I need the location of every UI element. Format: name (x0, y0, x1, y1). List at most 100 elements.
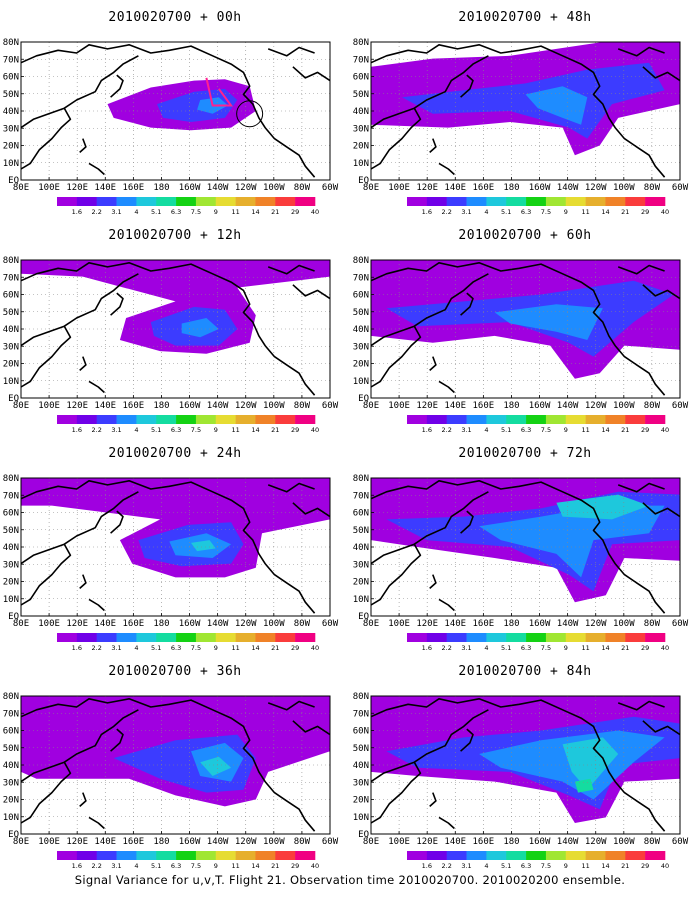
colorbar-swatch (215, 197, 236, 206)
panel-title: 2010020700 + 72h (458, 446, 592, 461)
longitude-label: 140W (207, 401, 229, 411)
variance-shading (371, 260, 680, 379)
coastline (642, 502, 680, 518)
longitude-label: 140E (94, 183, 116, 193)
coastline (617, 46, 665, 57)
latitude-label: 60N (3, 291, 19, 301)
latitude-label: EQ (358, 176, 369, 186)
colorbar-swatch (156, 851, 177, 860)
latitude-label: 10N (3, 595, 19, 605)
coastline (371, 479, 666, 614)
coastlines (371, 479, 680, 614)
colorbar-label: 21 (621, 208, 629, 216)
panel-title: 2010020700 + 24h (108, 446, 242, 461)
colorbar-label: 4 (484, 644, 488, 652)
colorbar-swatch (255, 633, 276, 642)
coastline (79, 356, 87, 371)
colorbar-label: 1.6 (72, 644, 82, 652)
colorbar-label: 4 (484, 862, 488, 870)
colorbar-swatch (506, 415, 527, 424)
coastline (429, 138, 437, 153)
longitude-label: 60W (672, 837, 689, 847)
colorbar-swatch (526, 633, 547, 642)
colorbar-swatch (585, 851, 606, 860)
map-panel-72h: 2010020700 + 72h 80N 70N 60N 50N 40N 30N 20N 10… (350, 436, 700, 652)
longitude-label: 60W (672, 619, 689, 629)
colorbar: 1.6 2.2 3.1 4 5.1 6.3 7.5 9 11 14 21 29 40 (57, 851, 319, 870)
longitude-label: 120W (585, 183, 607, 193)
coastline (642, 284, 680, 300)
coastline (110, 292, 124, 316)
coastline (21, 273, 139, 347)
longitude-label: 120E (416, 183, 438, 193)
colorbar-label: 11 (581, 426, 589, 434)
latitude-label: 80N (3, 474, 19, 484)
colorbar-swatch (545, 197, 567, 206)
longitude-label: 100E (388, 183, 410, 193)
colorbar-swatch (625, 633, 646, 642)
colorbar-label: 1.6 (422, 426, 432, 434)
latitude-label: 50N (353, 308, 369, 318)
latitude-label: EQ (8, 394, 19, 404)
colorbar-label: 11 (581, 208, 589, 216)
coastline (267, 700, 315, 711)
variance-shading (371, 42, 680, 156)
longitude-label: 120W (235, 183, 257, 193)
latitude-label: EQ (358, 394, 369, 404)
colorbar-label: 21 (271, 426, 279, 434)
longitude-label: 180 (153, 837, 169, 847)
colorbar-label: 29 (641, 426, 649, 434)
colorbar-swatch (585, 197, 606, 206)
colorbar-label: 9 (214, 644, 218, 652)
latitude-label: 70N (353, 273, 369, 283)
colorbar-swatch (605, 851, 626, 860)
coastlines (371, 697, 680, 832)
longitude-label: 120E (416, 837, 438, 847)
colorbar-swatch (585, 415, 606, 424)
colorbar-label: 3.1 (111, 426, 121, 434)
variance-contour (494, 304, 603, 340)
colorbar-label: 40 (311, 208, 319, 216)
variance-shading (107, 79, 256, 131)
coastline (21, 697, 316, 832)
colorbar-swatch (526, 415, 547, 424)
latitude-label: 80N (353, 474, 369, 484)
colorbar-swatch (57, 633, 78, 642)
colorbar-swatch (295, 197, 316, 206)
coastline (21, 55, 139, 129)
coastlines (21, 479, 330, 614)
colorbar-label: 6.3 (521, 426, 531, 434)
colorbar-label: 5.1 (151, 426, 161, 434)
colorbar-swatch (446, 633, 467, 642)
colorbar-label: 2.2 (442, 208, 452, 216)
panel-title: 2010020700 + 84h (458, 664, 592, 679)
colorbar-swatch (506, 633, 527, 642)
colorbar-label: 3.1 (111, 862, 121, 870)
latitude-label: EQ (8, 830, 19, 840)
colorbar-swatch (446, 851, 467, 860)
colorbar-label: 7.5 (541, 208, 551, 216)
latitude-label: 60N (353, 291, 369, 301)
colorbar-label: 7.5 (191, 426, 201, 434)
longitude-label: 180 (153, 401, 169, 411)
coastline (371, 261, 666, 396)
longitude-label: 100W (613, 619, 635, 629)
colorbar-label: 21 (621, 862, 629, 870)
longitude-label: 80W (294, 183, 311, 193)
colorbar-swatch (466, 415, 487, 424)
longitude-label: 80E (13, 619, 29, 629)
latitude-label: 80N (353, 38, 369, 48)
colorbar-label: 2.2 (92, 862, 102, 870)
longitude-label: 80W (644, 183, 661, 193)
longitude-label: 120W (235, 619, 257, 629)
latitude-label: 80N (353, 692, 369, 702)
colorbar-swatch (255, 851, 276, 860)
colorbar: 1.6 2.2 3.1 4 5.1 6.3 7.5 9 11 14 21 29 40 (407, 633, 669, 652)
variance-shading (21, 478, 330, 578)
colorbar-swatch (235, 415, 256, 424)
longitude-label: 160E (123, 401, 145, 411)
variance-contour (200, 756, 232, 776)
longitude-label: 60W (672, 401, 689, 411)
colorbar-label: 9 (214, 862, 218, 870)
graticule (21, 260, 330, 398)
